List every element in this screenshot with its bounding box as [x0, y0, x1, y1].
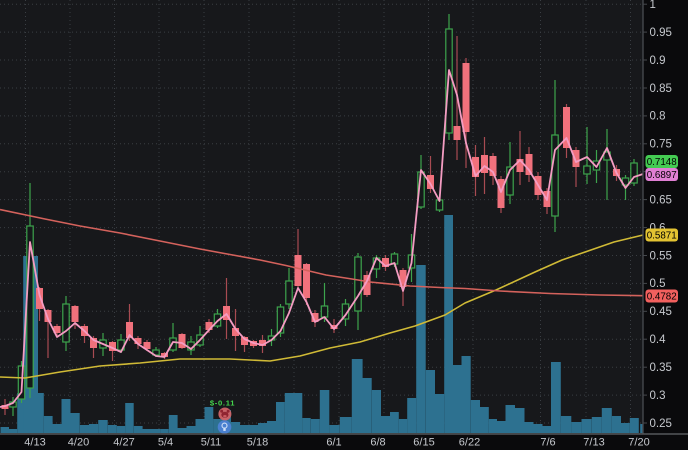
- svg-text:0.85: 0.85: [650, 83, 672, 95]
- svg-text:$-0.11: $-0.11: [210, 399, 235, 408]
- svg-text:7/6: 7/6: [540, 437, 555, 449]
- svg-text:5/4: 5/4: [158, 437, 173, 449]
- svg-text:0.45: 0.45: [650, 306, 672, 318]
- svg-text:7/20: 7/20: [628, 437, 649, 449]
- svg-text:0.4782: 0.4782: [647, 291, 677, 302]
- svg-text:5/11: 5/11: [201, 437, 222, 449]
- svg-text:0.4: 0.4: [650, 334, 667, 346]
- svg-text:0.6897: 0.6897: [647, 170, 677, 181]
- svg-text:0.7148: 0.7148: [647, 157, 678, 168]
- svg-text:6/8: 6/8: [370, 437, 385, 449]
- svg-text:4/13: 4/13: [24, 437, 45, 449]
- svg-text:4/20: 4/20: [68, 437, 89, 449]
- svg-text:1: 1: [650, 0, 656, 11]
- svg-text:0.5: 0.5: [650, 278, 666, 290]
- svg-text:5/18: 5/18: [247, 437, 268, 449]
- svg-text:0.95: 0.95: [650, 27, 672, 39]
- svg-text:6/15: 6/15: [413, 437, 434, 449]
- svg-text:0.3: 0.3: [650, 390, 666, 402]
- svg-text:0.9: 0.9: [650, 55, 666, 67]
- svg-text:0.25: 0.25: [650, 418, 672, 430]
- svg-text:6/1: 6/1: [326, 437, 341, 449]
- svg-text:7/13: 7/13: [583, 437, 604, 449]
- svg-text:0.8: 0.8: [650, 111, 666, 123]
- svg-text:0.55: 0.55: [650, 250, 672, 262]
- svg-text:0.35: 0.35: [650, 362, 672, 374]
- svg-text:0.5871: 0.5871: [647, 230, 677, 241]
- svg-text:0.75: 0.75: [650, 139, 672, 151]
- svg-text:6/22: 6/22: [459, 437, 480, 449]
- svg-text:0.65: 0.65: [650, 194, 672, 206]
- svg-text:4/27: 4/27: [113, 437, 134, 449]
